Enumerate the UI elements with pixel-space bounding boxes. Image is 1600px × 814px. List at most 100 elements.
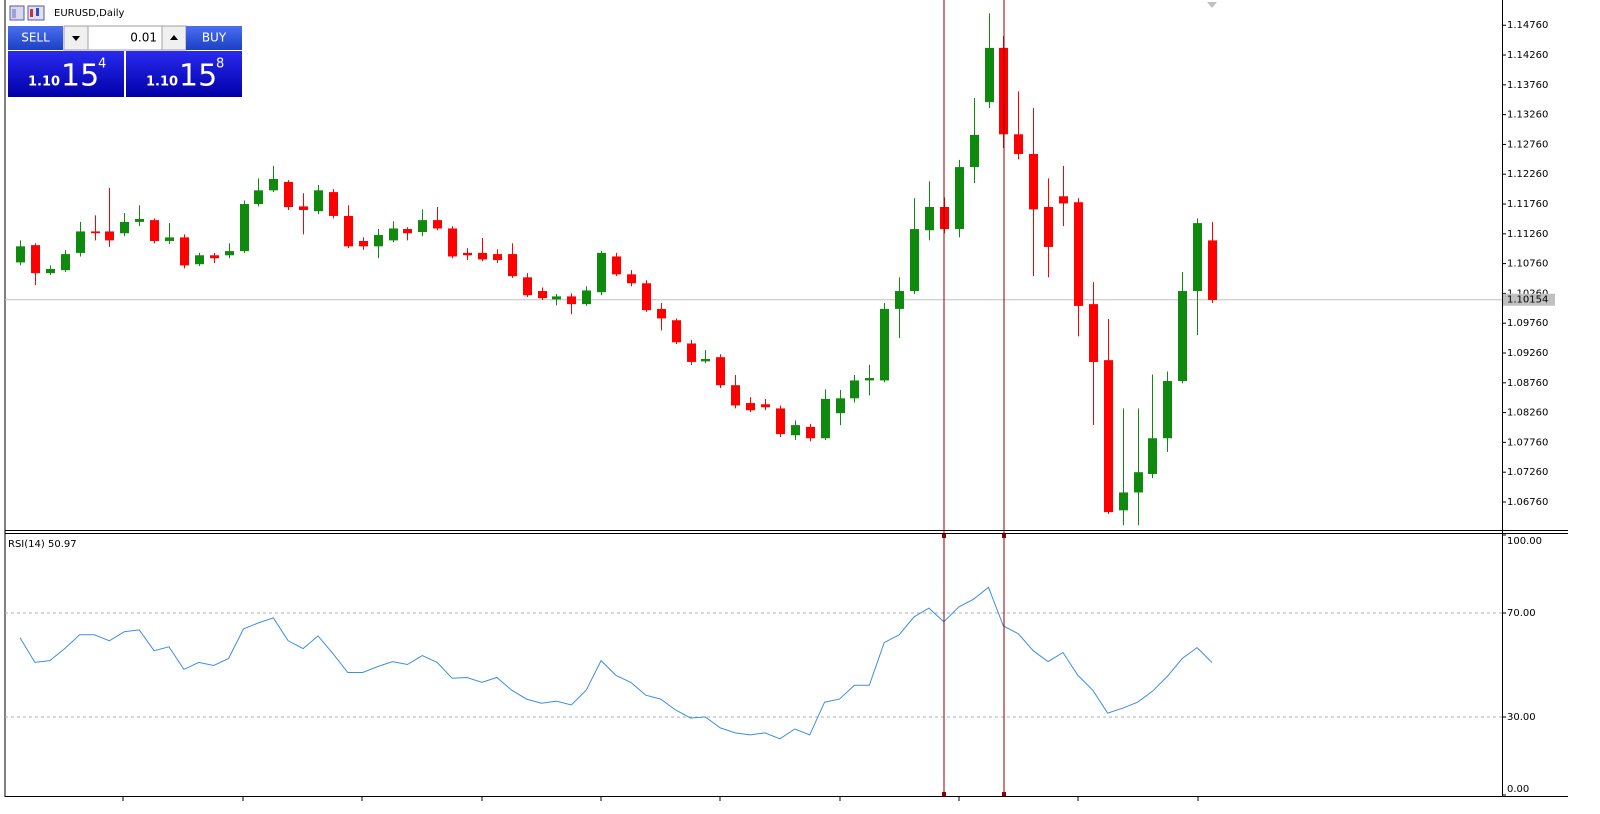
candle-body xyxy=(716,357,725,386)
candle-body xyxy=(761,404,770,408)
candle-body xyxy=(254,190,263,205)
candle-body xyxy=(1059,196,1068,204)
bid-point: 4 xyxy=(98,57,106,72)
y-tick-label: 70.00 xyxy=(1507,608,1536,619)
y-tick-label: 100.00 xyxy=(1507,536,1542,547)
candle-body xyxy=(746,403,755,411)
line-handle[interactable] xyxy=(942,792,946,796)
buy-button[interactable] xyxy=(186,26,242,50)
candle-body xyxy=(329,192,338,216)
y-tick-label: 1.06760 xyxy=(1507,497,1548,508)
candle-body xyxy=(403,229,412,234)
candle-body xyxy=(701,358,710,362)
candle-body xyxy=(955,167,964,230)
vertical-lines[interactable] xyxy=(942,0,1006,797)
chart-shift-marker[interactable] xyxy=(1207,2,1217,8)
candle-body xyxy=(180,237,189,266)
candle-body xyxy=(463,252,472,256)
candle-body xyxy=(61,254,70,271)
candle-body xyxy=(478,252,487,260)
candle-body xyxy=(1029,153,1038,210)
y-tick-label: 1.10760 xyxy=(1507,259,1548,270)
candle-body xyxy=(150,220,159,241)
candle-body xyxy=(970,134,979,168)
candle-body xyxy=(165,237,174,241)
ask-point: 8 xyxy=(216,57,224,72)
y-tick-label: 1.12760 xyxy=(1507,139,1548,150)
candle-body xyxy=(195,255,204,265)
candle-body xyxy=(359,240,368,247)
bid-handle: 1.10 xyxy=(28,75,60,90)
indicator-value: 50.97 xyxy=(48,539,77,550)
sell-button[interactable] xyxy=(8,26,63,50)
candle-body xyxy=(225,251,234,256)
candle-body xyxy=(418,220,427,233)
candle-body xyxy=(374,235,383,247)
candle-body xyxy=(925,207,934,231)
candle-body xyxy=(284,181,293,208)
y-tick-label: 1.12260 xyxy=(1507,169,1548,180)
candle-body xyxy=(791,425,800,436)
y-tick-label: 1.13260 xyxy=(1507,110,1548,121)
ask-box[interactable] xyxy=(126,51,242,97)
bid-box[interactable] xyxy=(8,51,124,97)
y-tick-label: 1.07760 xyxy=(1507,437,1548,448)
candle-body xyxy=(1163,381,1172,439)
candle-body xyxy=(31,245,40,274)
candle-body xyxy=(552,296,561,300)
candle-body xyxy=(1119,492,1128,511)
current-price-tag xyxy=(1503,293,1555,306)
line-handle[interactable] xyxy=(1002,792,1006,796)
lot-value[interactable]: 0.01 xyxy=(130,31,157,45)
y-tick-label: 1.13760 xyxy=(1507,80,1548,91)
line-handle[interactable] xyxy=(942,534,946,538)
current-price-label: 1.10154 xyxy=(1507,295,1548,306)
y-tick-label: 30.00 xyxy=(1507,712,1536,723)
candle-body xyxy=(895,291,904,309)
time-axis-ticks xyxy=(122,797,1199,801)
candle-body xyxy=(105,231,114,241)
indicator-name: RSI(14) xyxy=(8,539,45,550)
candle-body xyxy=(582,290,591,305)
candle-body xyxy=(880,308,889,381)
y-tick-label: 0.00 xyxy=(1507,784,1529,795)
candle-body xyxy=(1148,438,1157,474)
candle-body xyxy=(538,291,547,299)
arrow-up xyxy=(170,35,178,40)
candle-body xyxy=(1208,240,1217,300)
sell-label: SELL xyxy=(21,31,50,45)
candle-body xyxy=(850,380,859,399)
candle-body xyxy=(776,408,785,435)
candle-body xyxy=(821,398,830,439)
candle-body xyxy=(806,426,815,439)
candle-body xyxy=(493,254,502,261)
y-tick-label: 1.11260 xyxy=(1507,229,1548,240)
candle-body xyxy=(508,254,517,277)
y-tick-label: 1.07260 xyxy=(1507,467,1548,478)
candle-body xyxy=(448,228,457,257)
ask-pips: 15 xyxy=(179,59,217,94)
candle-body xyxy=(269,178,278,191)
candle-body xyxy=(910,229,919,292)
candle-body xyxy=(210,255,219,259)
bid-pips: 15 xyxy=(61,59,99,94)
candle-body xyxy=(135,218,144,222)
candle-body xyxy=(240,204,249,252)
symbol-title: EURUSD,Daily xyxy=(54,8,125,19)
candle-body xyxy=(731,385,740,406)
candle-body xyxy=(672,320,681,343)
y-tick-label: 1.11760 xyxy=(1507,199,1548,210)
candle-body xyxy=(1193,223,1202,292)
candle-body xyxy=(865,378,874,381)
candle-body xyxy=(1178,291,1187,382)
trade-panel: SELL 0.01 BUY 1.10 15 4 1.10 15 8 xyxy=(8,25,242,97)
candle-body xyxy=(91,231,100,234)
line-handle[interactable] xyxy=(1002,534,1006,538)
candle-body xyxy=(1104,360,1113,513)
candle-body xyxy=(389,228,398,241)
buy-label: BUY xyxy=(202,31,227,45)
ask-handle: 1.10 xyxy=(146,75,178,90)
